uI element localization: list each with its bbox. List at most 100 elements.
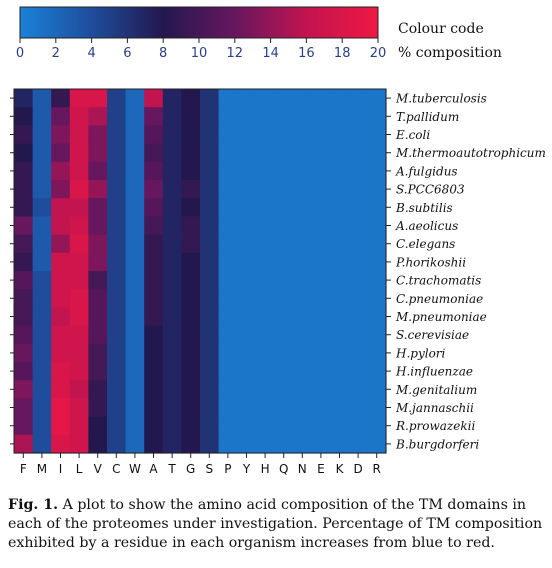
- heatmap-cell: [200, 107, 220, 126]
- column-label: T: [167, 462, 176, 476]
- heatmap-cell: [162, 380, 182, 399]
- heatmap-cell: [107, 89, 127, 108]
- heatmap-cell: [255, 143, 275, 163]
- heatmap-cell: [237, 143, 257, 163]
- heatmap-cell: [88, 289, 108, 308]
- heatmap-cell: [348, 107, 368, 126]
- heatmap-cell: [14, 125, 34, 145]
- heatmap-cell: [144, 362, 164, 381]
- heatmap-cell: [255, 325, 275, 345]
- row-label: B.subtilis: [395, 201, 453, 215]
- heatmap-cell: [181, 362, 201, 381]
- heatmap-cell: [274, 125, 294, 145]
- heatmap-cell: [51, 125, 71, 145]
- heatmap-cell: [69, 434, 89, 454]
- heatmap-cell: [293, 216, 313, 236]
- heatmap-cell: [311, 416, 331, 436]
- heatmap-cell: [348, 143, 368, 163]
- heatmap-cell: [88, 234, 108, 254]
- figure-caption: Fig. 1. A plot to show the amino acid co…: [8, 496, 548, 553]
- heatmap-cell: [348, 180, 368, 199]
- heatmap-cell: [69, 271, 89, 290]
- heatmap-cell: [200, 180, 220, 199]
- heatmap-cell: [88, 343, 108, 363]
- heatmap-cell: [311, 216, 331, 236]
- heatmap-cell: [107, 362, 127, 381]
- heatmap-cell: [348, 307, 368, 327]
- heatmap-cell: [237, 89, 257, 108]
- heatmap-cell: [367, 416, 387, 436]
- heatmap-cell: [69, 307, 89, 327]
- heatmap-cell: [162, 343, 182, 363]
- heatmap-cell: [125, 380, 145, 399]
- heatmap-cell: [69, 107, 89, 126]
- heatmap-cell: [162, 307, 182, 327]
- heatmap-cell: [200, 216, 220, 236]
- heatmap-cell: [107, 343, 127, 363]
- heatmap-cell: [14, 398, 34, 418]
- heatmap-cell: [255, 161, 275, 181]
- heatmap-cell: [255, 362, 275, 381]
- heatmap-cell: [200, 89, 220, 108]
- heatmap-cell: [311, 161, 331, 181]
- heatmap-cell: [69, 143, 89, 163]
- row-label: T.pallidum: [396, 110, 459, 124]
- heatmap-cell: [367, 234, 387, 254]
- heatmap-cell: [311, 234, 331, 254]
- heatmap-cell: [237, 325, 257, 345]
- row-label: P.horikoshii: [395, 255, 466, 269]
- heatmap-cell: [200, 380, 220, 399]
- heatmap-cell: [311, 380, 331, 399]
- heatmap-cell: [348, 125, 368, 145]
- heatmap-cell: [255, 216, 275, 236]
- heatmap-cell: [181, 161, 201, 181]
- heatmap-cell: [367, 271, 387, 290]
- heatmap-cell: [348, 234, 368, 254]
- heatmap-cell: [330, 307, 350, 327]
- heatmap-cell: [348, 343, 368, 363]
- heatmap-cell: [200, 362, 220, 381]
- heatmap-cell: [14, 107, 34, 126]
- heatmap-cell: [330, 380, 350, 399]
- heatmap-cell: [51, 216, 71, 236]
- heatmap-cell: [162, 271, 182, 290]
- column-label: W: [129, 462, 141, 476]
- heatmap-cell: [181, 143, 201, 163]
- heatmap-cell: [51, 161, 71, 181]
- heatmap-cell: [181, 325, 201, 345]
- heatmap-cell: [293, 307, 313, 327]
- heatmap-cell: [367, 434, 387, 454]
- heatmap-cell: [51, 198, 71, 217]
- heatmap-cell: [51, 143, 71, 163]
- heatmap-cell: [311, 343, 331, 363]
- heatmap-cell: [255, 234, 275, 254]
- heatmap-cell: [107, 161, 127, 181]
- column-label: R: [373, 462, 381, 476]
- heatmap-cell: [32, 398, 52, 418]
- heatmap-cell: [274, 107, 294, 126]
- heatmap-cell: [293, 289, 313, 308]
- row-label: H.pylori: [395, 346, 446, 360]
- heatmap-cell: [274, 362, 294, 381]
- colour-bar-tick-label: 10: [191, 46, 208, 61]
- heatmap-cell: [274, 89, 294, 108]
- heatmap-cell: [125, 307, 145, 327]
- heatmap-cell: [88, 307, 108, 327]
- colour-code-label: Colour code: [398, 21, 484, 37]
- colour-bar-tick-label: 14: [262, 46, 279, 61]
- heatmap-cell: [255, 398, 275, 418]
- heatmap-cell: [88, 216, 108, 236]
- heatmap-cell: [237, 398, 257, 418]
- heatmap-cell: [311, 198, 331, 217]
- heatmap-cell: [107, 216, 127, 236]
- heatmap-cell: [181, 89, 201, 108]
- heatmap-cell: [32, 107, 52, 126]
- heatmap-cell: [69, 216, 89, 236]
- heatmap-cell: [32, 362, 52, 381]
- heatmap-cell: [125, 107, 145, 126]
- heatmap-cell: [274, 161, 294, 181]
- heatmap-cell: [144, 289, 164, 308]
- heatmap-cell: [293, 325, 313, 345]
- heatmap-cell: [218, 325, 238, 345]
- heatmap-cell: [367, 143, 387, 163]
